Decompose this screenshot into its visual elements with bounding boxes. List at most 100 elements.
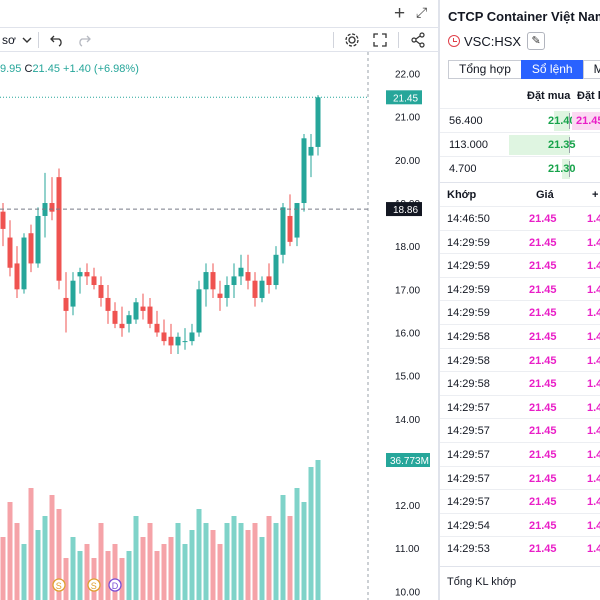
candle-body: [98, 285, 104, 298]
trade-volume: 1.4: [587, 449, 600, 461]
trade-row: 14:29:58 21.45 1.4: [440, 347, 600, 372]
candle-body: [35, 215, 41, 264]
volume-bar: [105, 551, 111, 600]
orderbook-row[interactable]: 113.000 21.35: [440, 132, 600, 156]
candle-body: [7, 237, 13, 268]
company-name: CTCP Container Việt Nam: [448, 9, 600, 24]
redo-icon[interactable]: [77, 33, 91, 47]
column-divider: [569, 113, 570, 129]
pencil-icon[interactable]: ✎: [527, 32, 546, 50]
chevron-down-icon[interactable]: [22, 35, 32, 45]
trade-volume: 1.4: [587, 543, 600, 556]
expand-icon[interactable]: ⤢: [416, 4, 428, 20]
candle-body: [70, 280, 76, 307]
fullscreen-icon[interactable]: [373, 33, 387, 47]
candle-body: [315, 97, 321, 147]
price-chart[interactable]: 22.0021.0020.0019.0018.0017.0016.0015.00…: [0, 52, 438, 600]
volume-bar: [182, 544, 188, 600]
trade-volume: 1.4: [587, 496, 600, 509]
column-divider: [569, 137, 570, 153]
trade-row: 14:29:58 21.45 1.4: [440, 324, 600, 348]
column-divider: [569, 161, 570, 177]
volume-bar: [56, 509, 62, 600]
candle-body: [140, 306, 146, 311]
ohlc-legend: 9.95 C21.45 +1.40 (+6.98%): [0, 63, 139, 75]
trade-row: 14:29:59 21.45 1.4: [440, 276, 600, 301]
volume-bar: [294, 488, 300, 600]
volume-bar: [189, 530, 195, 600]
legend-change: +1.40 (+6.98%): [63, 63, 139, 75]
tab-levels[interactable]: Mức: [582, 60, 600, 79]
event-marker-label: S: [56, 581, 62, 591]
volume-bar: [42, 516, 48, 600]
candle-body: [77, 272, 83, 277]
event-marker: [52, 578, 66, 592]
candle-body: [175, 336, 181, 346]
trade-time: 14:29:58: [447, 354, 490, 367]
trade-volume: 1.4: [587, 331, 600, 343]
volume-bar: [280, 495, 286, 600]
trade-time: 14:29:59: [447, 236, 490, 249]
candle-body: [245, 272, 251, 281]
interval-label: sơ: [2, 33, 16, 47]
interval-selector[interactable]: sơ: [2, 28, 16, 52]
chart-toolbar: sơ: [0, 28, 438, 52]
candle-body: [231, 276, 237, 286]
event-marker: [108, 578, 122, 592]
candle-body: [28, 233, 34, 264]
volume-bar: [126, 551, 132, 600]
trade-volume: 1.4: [587, 425, 600, 438]
gear-icon[interactable]: [344, 32, 360, 48]
trades-header: Khớp Giá +: [440, 182, 600, 206]
candle-body: [217, 293, 223, 298]
tab-summary[interactable]: Tổng hợp: [448, 60, 522, 79]
window-top-bar: + ⤢: [0, 0, 438, 28]
crosshair-badge: [386, 202, 422, 217]
trade-volume: 1.4: [587, 354, 600, 367]
candle-body: [203, 272, 209, 290]
y-tick-label: 17.00: [395, 285, 420, 296]
trade-time: 14:29:59: [447, 283, 490, 296]
trade-time: 14:29:57: [447, 496, 490, 509]
plus-icon[interactable]: +: [394, 3, 406, 24]
quote-panel: CTCP Container Việt Nam VSC:HSX ✎ Tổng h…: [438, 0, 600, 600]
volume-bar: [63, 558, 69, 600]
tab-orderbook[interactable]: Sổ lệnh: [520, 60, 584, 79]
candle-body: [147, 306, 153, 324]
candle-body: [259, 280, 265, 298]
trade-price: 21.45: [529, 519, 557, 532]
trade-row: 14:29:57 21.45 1.4: [440, 394, 600, 419]
chart-area[interactable]: 22.0021.0020.0019.0018.0017.0016.0015.00…: [0, 52, 438, 600]
trade-time: 14:29:54: [447, 519, 490, 532]
bid-volume: 56.400: [449, 115, 483, 127]
candle-body: [301, 138, 307, 204]
volume-bar: [238, 523, 244, 600]
trade-price: 21.45: [529, 283, 557, 296]
volume-bar: [203, 523, 209, 600]
volume-bar: [315, 460, 321, 600]
crosshair-label: 18.86: [393, 205, 418, 216]
y-tick-label: 11.00: [395, 544, 420, 555]
volume-bar: [210, 530, 216, 600]
trade-time: 14:29:58: [447, 331, 490, 343]
trade-price: 21.45: [529, 496, 557, 509]
candle-body: [189, 332, 195, 342]
volume-bar: [147, 523, 153, 600]
orderbook-row[interactable]: 4.700 21.30: [440, 156, 600, 180]
volume-bar: [119, 558, 125, 600]
volume-bar: [273, 523, 279, 600]
trade-time: 14:46:50: [447, 213, 490, 225]
candle-body: [273, 254, 279, 286]
bid-price: 21.35: [548, 139, 576, 151]
undo-icon[interactable]: [50, 33, 64, 47]
trade-row: 14:29:57 21.45 1.4: [440, 442, 600, 466]
candle-body: [182, 341, 188, 343]
volume-label: 36.773M: [390, 456, 429, 467]
trade-time: 14:29:57: [447, 449, 490, 461]
volume-bar: [259, 537, 265, 600]
trade-row: 14:29:54 21.45 1.4: [440, 512, 600, 537]
candle-body: [280, 207, 286, 255]
share-icon[interactable]: [410, 32, 426, 48]
